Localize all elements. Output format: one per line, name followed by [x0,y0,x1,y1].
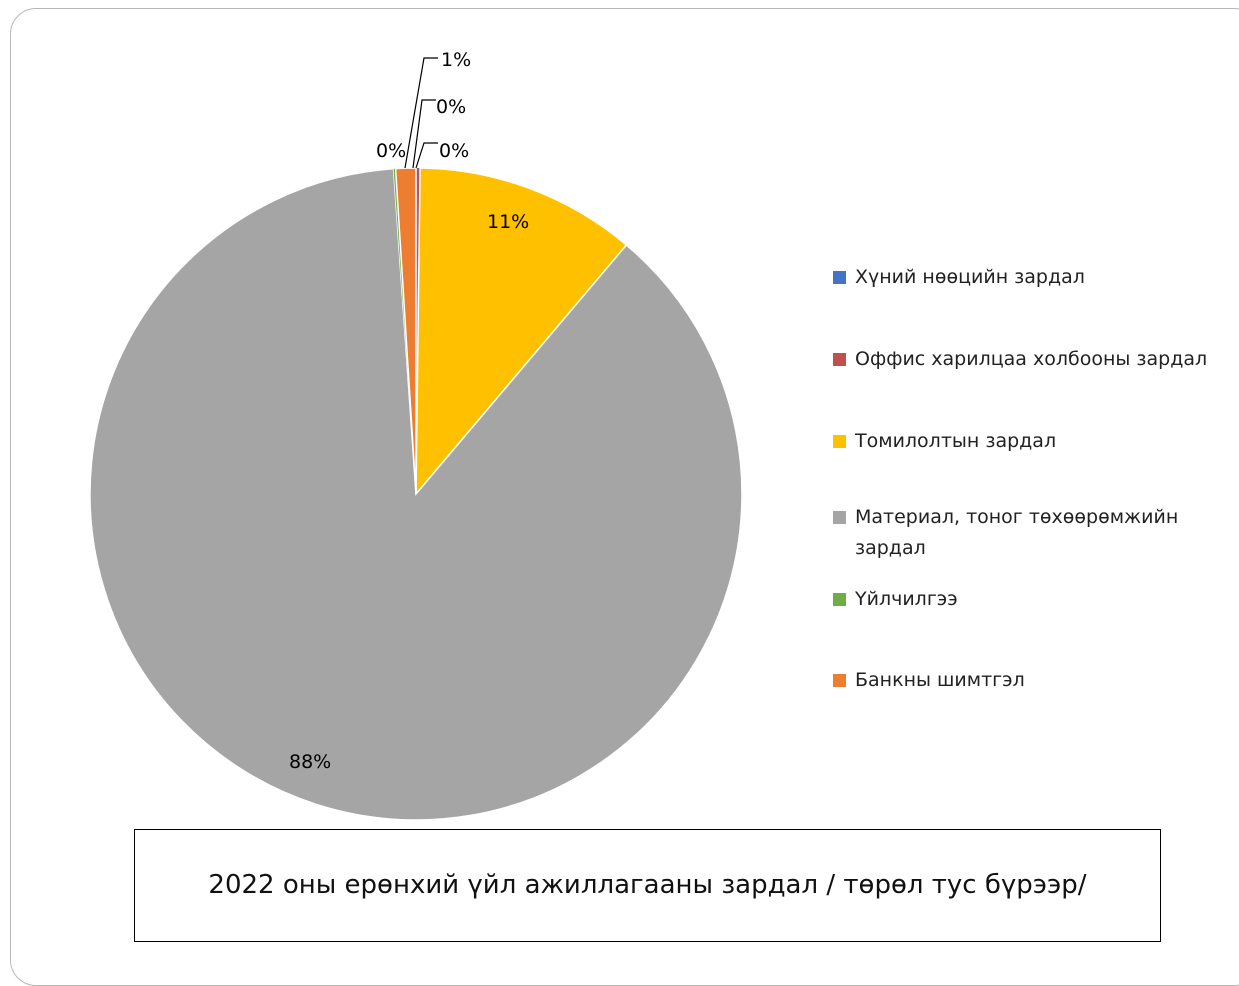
data-label-2: 0% [436,96,466,118]
data-label-3: 11% [487,211,529,233]
leader-line-1 [415,142,438,169]
legend-swatch-2 [833,353,846,366]
legend-label-5: Үйлчилгээ [855,588,958,610]
caption-box: 2022 оны ерөнхий үйл ажиллагааны зардал … [134,829,1161,942]
legend-swatch-5 [833,593,846,606]
pie-slices [89,167,743,821]
leader-line-6 [404,57,438,169]
data-label-5: 0% [376,140,406,162]
legend-item-2: Оффис харилцаа холбооны зардал [833,344,1233,375]
legend-label-6: Банкны шимтгэл [855,669,1025,691]
leader-line-2 [412,99,436,169]
legend-swatch-1 [833,271,846,284]
legend-swatch-4 [833,511,846,524]
leader-lines [404,57,438,169]
legend-item-1: Хүний нөөцийн зардал [833,262,1233,293]
data-label-6: 1% [441,49,471,71]
legend-item-4: Материал, тоног төхөөрөмжийн зардал [833,502,1233,564]
pie-slice-4 [89,167,743,821]
legend-swatch-6 [833,674,846,687]
data-labels: 0% 0% 11% 88% 0% 1% [289,49,529,773]
legend-item-5: Үйлчилгээ [833,584,1233,615]
chart-caption: 2022 оны ерөнхий үйл ажиллагааны зардал … [208,870,1087,900]
data-label-4: 88% [289,751,331,773]
data-label-1: 0% [439,140,469,162]
legend-label-2: Оффис харилцаа холбооны зардал [855,348,1208,370]
pie-slice-6 [394,167,417,495]
legend-item-3: Томилолтын зардал [833,426,1233,457]
legend-label-3: Томилолтын зардал [855,430,1057,452]
legend-label-1: Хүний нөөцийн зардал [855,266,1085,288]
legend-item-6: Банкны шимтгэл [833,665,1233,696]
legend-swatch-3 [833,435,846,448]
legend-label-4: Материал, тоног төхөөрөмжийн зардал [855,506,1179,559]
pie-slice-3 [415,167,628,497]
